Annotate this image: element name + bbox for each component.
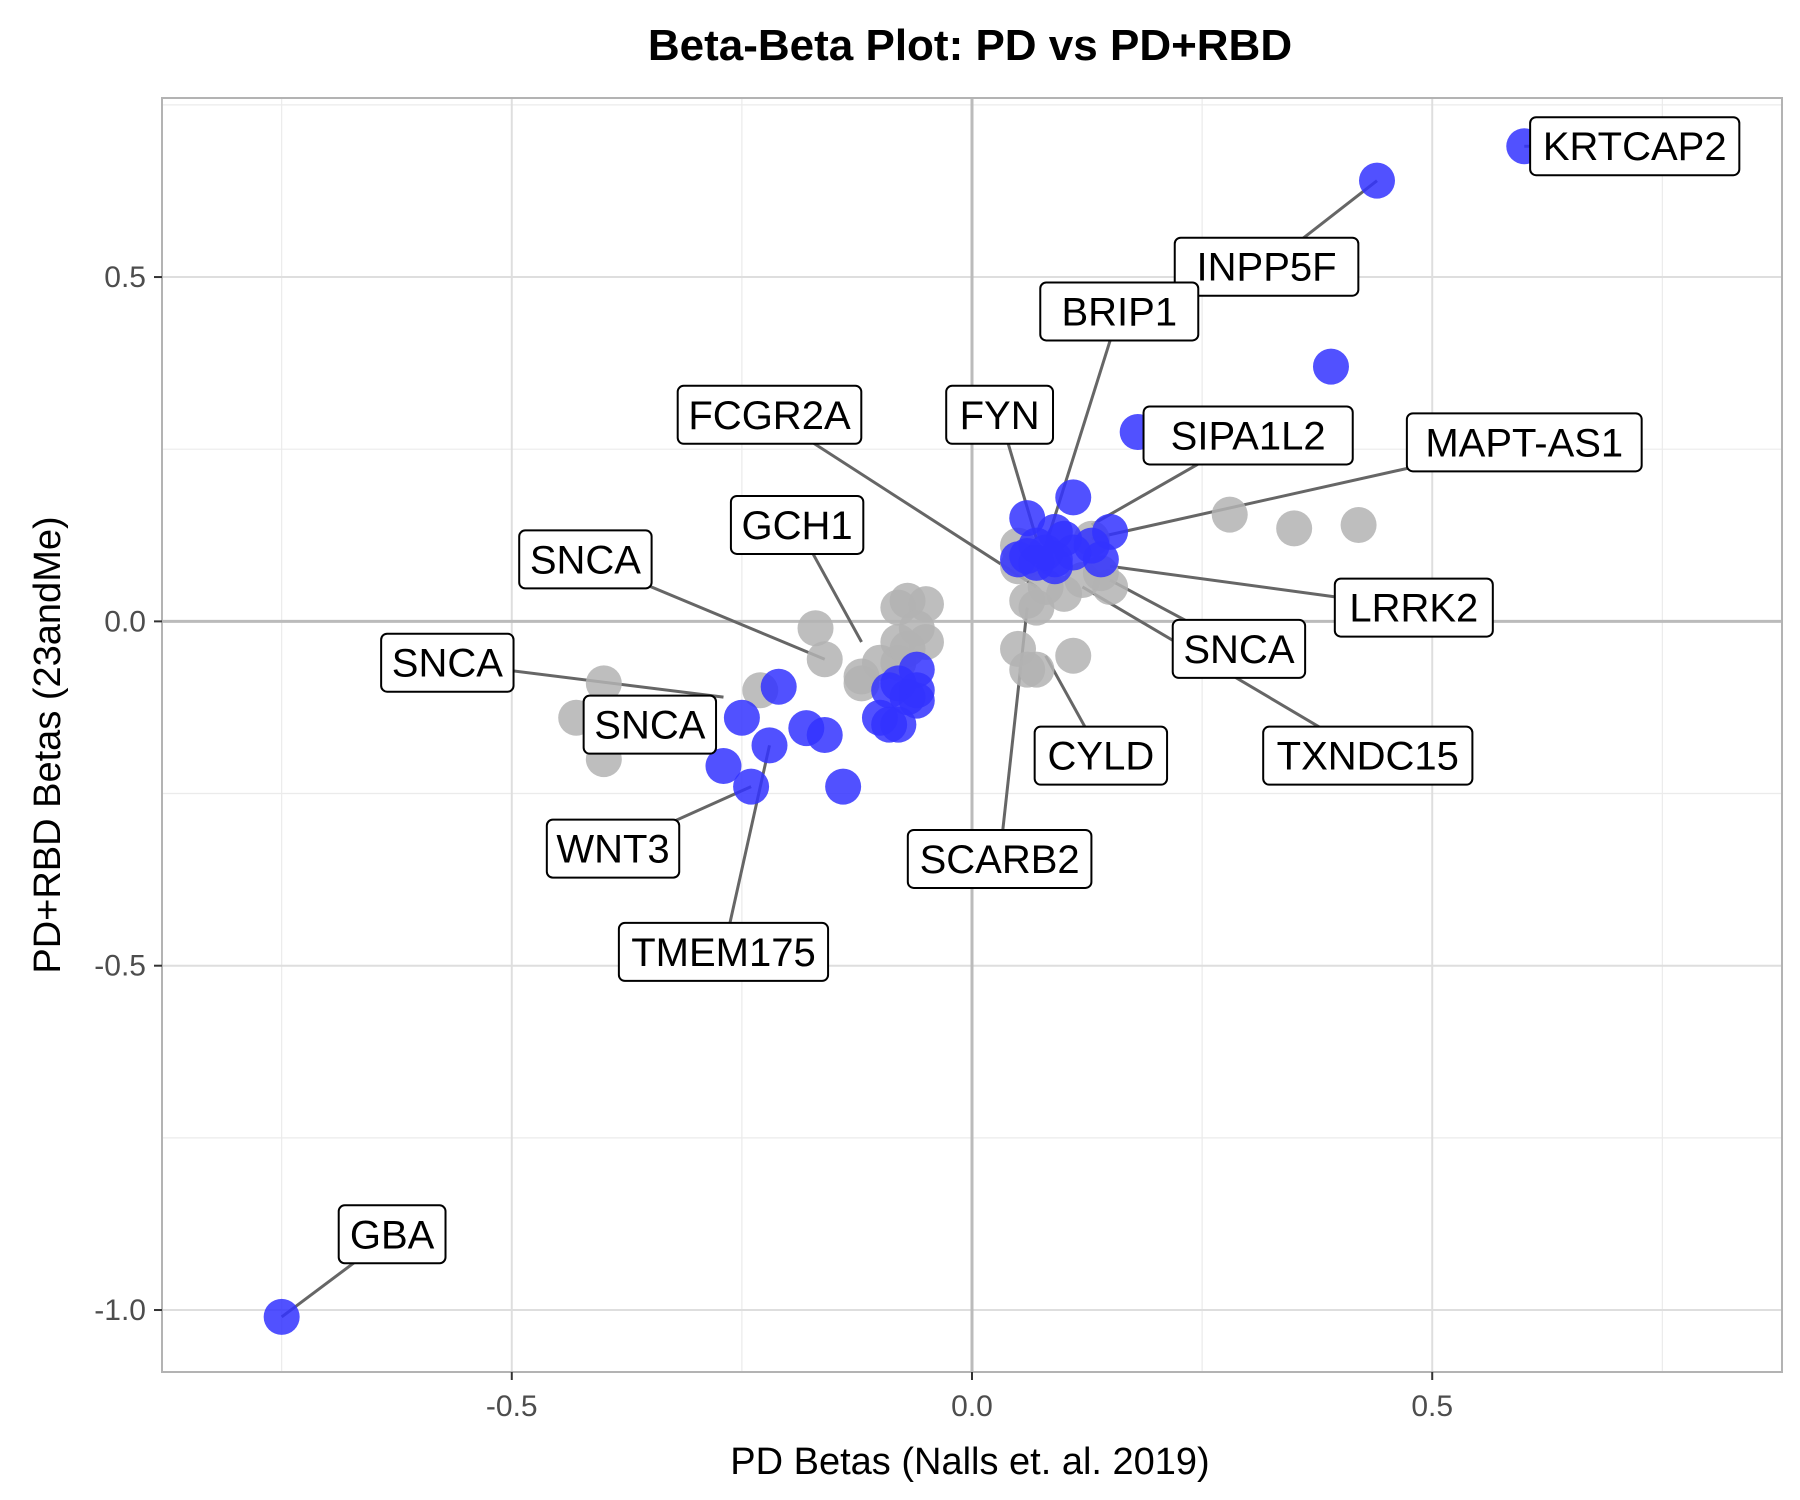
y-tick-label: 0.5 (104, 261, 146, 294)
data-point-blue (806, 717, 843, 753)
data-point-blue (871, 672, 908, 709)
gene-label-box (1142, 405, 1354, 466)
gene-label-box (518, 529, 653, 590)
gene-label-box (1039, 281, 1200, 342)
gene-label-box (1333, 577, 1494, 638)
gene-label-text: SIPA1L2 (1171, 414, 1326, 458)
data-point-blue (1009, 500, 1046, 537)
x-axis-title: PD Betas (Nalls et. al. 2019) (730, 1441, 1209, 1483)
gene-label-box (729, 494, 865, 555)
data-point-grey (1018, 651, 1055, 688)
data-point-blue (880, 706, 917, 743)
gene-label-text: FCGR2A (688, 394, 851, 438)
gene-label-text: CYLD (1048, 735, 1155, 779)
y-tick-label: 0.0 (104, 605, 146, 638)
gene-label-box (906, 828, 1093, 889)
data-point-blue (705, 747, 742, 784)
gene-label-text: TMEM175 (631, 931, 816, 975)
gene-label-text: SNCA (392, 642, 503, 686)
gene-label-text: BRIP1 (1061, 290, 1177, 334)
data-point-grey (806, 641, 843, 678)
gene-label-box (945, 384, 1055, 445)
x-tick-label: -0.5 (486, 1390, 538, 1423)
gene-label-text: INPP5F (1197, 246, 1337, 290)
data-point-grey (1055, 637, 1092, 674)
gene-label-text: SNCA (594, 704, 705, 748)
data-point-blue (723, 699, 760, 736)
gene-label-text: MAPT-AS1 (1425, 421, 1623, 465)
gene-label-box (1405, 412, 1643, 473)
gene-label-text: TXNDC15 (1277, 735, 1459, 779)
plot-area: -0.5 0.0 0.5 -1.0 -0.5 0.0 0.5 KRTCAP2 INPP5F BRI… (94, 97, 1783, 1423)
data-point-blue (1082, 541, 1119, 578)
y-tick-label: -0.5 (94, 950, 146, 983)
gene-label-text: WNT3 (556, 828, 669, 872)
data-point-grey (1276, 510, 1313, 547)
data-point-blue (1036, 548, 1073, 585)
y-axis-title: PD+RBD Betas (23andMe) (27, 516, 69, 973)
y-tick-label: -1.0 (94, 1294, 146, 1327)
gene-label-box (676, 384, 863, 445)
data-point-grey (1340, 506, 1377, 543)
data-point-blue (751, 727, 788, 764)
gene-label-box (617, 921, 830, 982)
gene-label-text: SNCA (530, 538, 641, 582)
gene-label-box (1033, 725, 1169, 786)
data-point-blue (1055, 479, 1092, 516)
data-point-blue (263, 1298, 300, 1335)
gene-label-text: GBA (350, 1213, 435, 1257)
gene-label-text: KRTCAP2 (1543, 125, 1727, 169)
gene-label-text: GCH1 (742, 504, 853, 548)
data-point-grey (1009, 582, 1046, 619)
data-point-grey (585, 665, 622, 702)
gene-label-text: SNCA (1183, 628, 1294, 672)
data-point-grey (797, 610, 834, 647)
gene-label-box (545, 818, 681, 879)
gene-label-text: SCARB2 (920, 838, 1080, 882)
gene-label-box (380, 632, 515, 693)
data-point-grey (843, 658, 880, 695)
data-point-grey (1211, 496, 1248, 533)
data-point-blue (825, 768, 862, 805)
data-point-blue (1359, 162, 1395, 199)
gene-label-box (1529, 116, 1741, 177)
gene-label-text: LRRK2 (1349, 587, 1478, 631)
x-tick-label: 0.5 (1411, 1390, 1453, 1423)
x-tick-label: 0.0 (951, 1390, 993, 1423)
chart-title: Beta-Beta Plot: PD vs PD+RBD (648, 21, 1292, 70)
gene-label-text: FYN (960, 394, 1040, 438)
data-point-blue (733, 768, 770, 805)
gene-label-box (582, 694, 718, 755)
gene-label-box (1173, 236, 1360, 297)
gene-label-box (1171, 618, 1307, 679)
data-point-blue (1312, 348, 1349, 385)
data-point-blue (760, 668, 797, 705)
gene-label-box (337, 1204, 447, 1265)
gene-label-box (1262, 725, 1474, 786)
